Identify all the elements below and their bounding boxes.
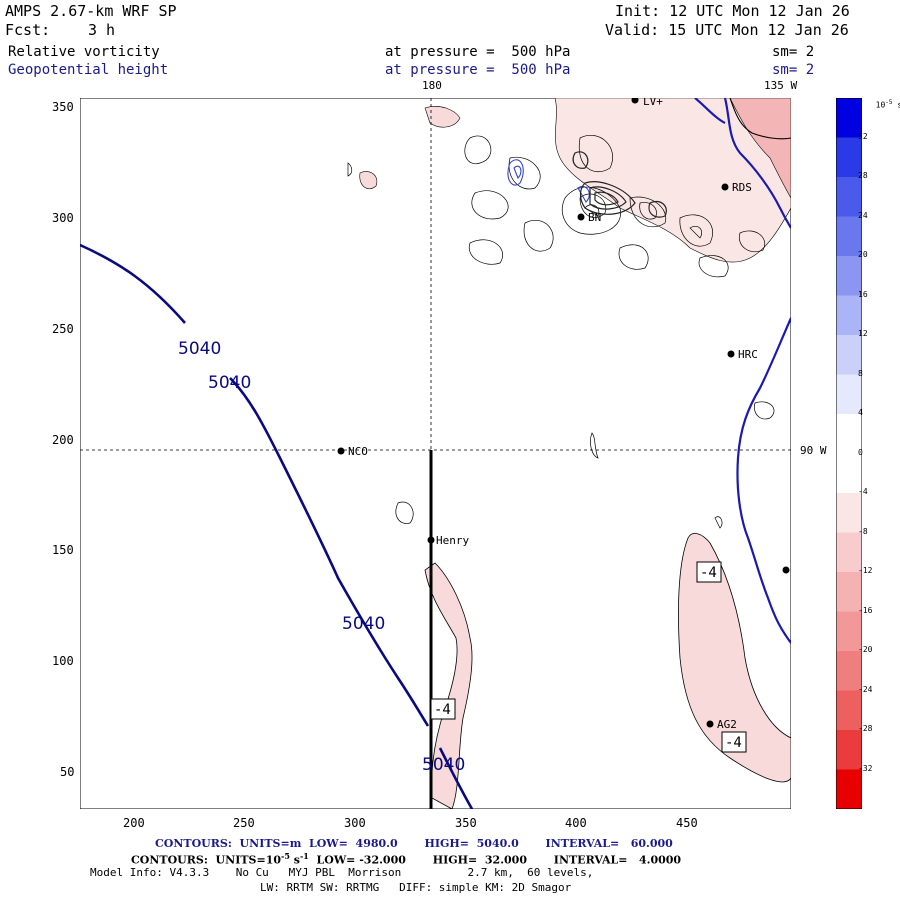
- colorbar-label: -28: [858, 724, 873, 733]
- colorbar-units: 10-5 s-1: [866, 92, 900, 110]
- field2-name: Geopotential height: [8, 62, 169, 78]
- coastline: [694, 98, 791, 644]
- model-info-physics: LW: RRTM SW: RRTMG DIFF: simple KM: 2D S…: [260, 881, 572, 894]
- colorbar-cell: [836, 98, 862, 138]
- station-nco: NCO: [348, 445, 368, 458]
- y-tick: 100: [52, 654, 74, 668]
- x-tick: 200: [123, 816, 145, 830]
- lon-label-180: 180: [422, 79, 442, 92]
- y-tick: 300: [52, 211, 74, 225]
- colorbar: [836, 98, 862, 809]
- graticule: [80, 98, 791, 451]
- height-contour: [80, 243, 474, 809]
- vort-label: -4: [434, 702, 451, 718]
- colorbar-label: 4: [858, 408, 863, 417]
- colorbar-cell: [836, 137, 862, 178]
- colorbar-cell: [836, 769, 862, 809]
- colorbar-label: 0: [858, 447, 863, 457]
- y-tick: 250: [52, 322, 74, 336]
- y-tick: 200: [52, 433, 74, 447]
- station-hrc: HRC: [738, 348, 758, 361]
- station-henry: Henry: [436, 534, 469, 547]
- field2-level: at pressure = 500 hPa: [385, 62, 571, 78]
- colorbar-label: -4: [858, 487, 868, 496]
- colorbar-cell: [836, 216, 862, 257]
- valid-time: Valid: 15 UTC Mon 12 Jan 26: [605, 21, 849, 39]
- colorbar-cells: [836, 98, 862, 809]
- colorbar-cell: [836, 651, 862, 691]
- colorbar-cell: [836, 532, 862, 573]
- colorbar-label: -24: [858, 684, 873, 694]
- vort-label: -4: [700, 565, 717, 581]
- colorbar-cell: [836, 177, 862, 217]
- colorbar-label: -8: [858, 526, 868, 536]
- vort-label: -4: [725, 735, 742, 751]
- colorbar-label: 16: [858, 289, 868, 299]
- colorbar-label: 8: [858, 368, 863, 378]
- x-tick: 450: [676, 816, 698, 830]
- colorbar-cell: [836, 611, 862, 652]
- vort-info-exp2: -1: [299, 851, 309, 861]
- y-tick: 50: [60, 765, 75, 779]
- field2-smoothing: sm= 2: [772, 62, 815, 78]
- colorbar-units-tail: s-1: [897, 100, 900, 110]
- colorbar-cell: [836, 690, 862, 731]
- vorticity-contour-info: CONTOURS: UNITS=10-5 s-1 LOW= -32.000 HI…: [131, 852, 681, 866]
- station-rds: RDS: [732, 181, 752, 194]
- colorbar-label: -12: [858, 566, 873, 575]
- y-tick: 150: [52, 543, 74, 557]
- vort-info-prefix: CONTOURS: UNITS=10: [131, 853, 282, 867]
- height-label: 5040: [178, 339, 221, 359]
- colorbar-label: -20: [858, 645, 873, 654]
- colorbar-cell: [836, 730, 862, 770]
- colorbar-cell: [836, 572, 862, 612]
- forecast-hours: 3 h: [88, 21, 116, 39]
- coastline-secondary: [729, 98, 791, 140]
- vort-info-s: s: [293, 853, 300, 867]
- colorbar-cell: [836, 453, 862, 494]
- colorbar-label: 20: [858, 250, 868, 259]
- colorbar-label: -16: [858, 605, 873, 615]
- model-info: Model Info: V4.3.3 No Cu MYJ PBL Morriso…: [90, 866, 594, 879]
- height-label: 5040: [208, 373, 251, 393]
- x-tick: 250: [233, 816, 255, 830]
- height-label: 5040: [422, 755, 465, 775]
- lon-label-135w: 135 W: [764, 79, 798, 92]
- x-tick: 400: [565, 816, 587, 830]
- model-title: AMPS 2.67-km WRF SP: [5, 2, 177, 20]
- colorbar-label: 32: [858, 131, 868, 141]
- colorbar-label: 12: [858, 329, 868, 338]
- station-bn: BN: [588, 211, 601, 224]
- lon-label-90w: 90 W: [800, 444, 827, 457]
- x-tick: 300: [344, 816, 366, 830]
- field1-smoothing: sm= 2: [772, 44, 815, 60]
- colorbar-units-base: 10: [875, 100, 886, 110]
- map-plot: LV+ RDS BN HRC NCO Henry AG2 5040 5040 5…: [80, 98, 791, 809]
- x-tick: 350: [455, 816, 477, 830]
- colorbar-units-exp: -5: [885, 99, 893, 106]
- colorbar-label: 28: [858, 171, 868, 180]
- vort-info-tail: LOW= -32.000 HIGH= 32.000 INTERVAL= 4.00…: [308, 853, 682, 867]
- station-ag2: AG2: [717, 718, 737, 731]
- vort-info-exp: -5: [281, 851, 290, 861]
- field1-level: at pressure = 500 hPa: [385, 44, 571, 60]
- colorbar-cell: [836, 335, 862, 375]
- field1-name: Relative vorticity: [8, 44, 160, 60]
- station-lvp: LV+: [643, 98, 663, 108]
- colorbar-label: -32: [858, 763, 873, 773]
- y-tick: 350: [52, 100, 74, 114]
- init-time: Init: 12 UTC Mon 12 Jan 26: [615, 2, 850, 20]
- height-contour-info: CONTOURS: UNITS=m LOW= 4980.0 HIGH= 5040…: [155, 837, 673, 850]
- colorbar-cell: [836, 493, 862, 533]
- colorbar-cell: [836, 256, 862, 296]
- forecast-label: Fcst:: [5, 21, 51, 39]
- colorbar-cell: [836, 295, 862, 336]
- colorbar-cell: [836, 414, 862, 454]
- positive-vorticity-contours: [507, 159, 590, 203]
- vorticity-cluster: [572, 151, 667, 218]
- colorbar-label: 24: [858, 210, 868, 220]
- height-label: 5040: [342, 614, 385, 634]
- station-markers: [337, 98, 790, 728]
- colorbar-cell: [836, 374, 862, 415]
